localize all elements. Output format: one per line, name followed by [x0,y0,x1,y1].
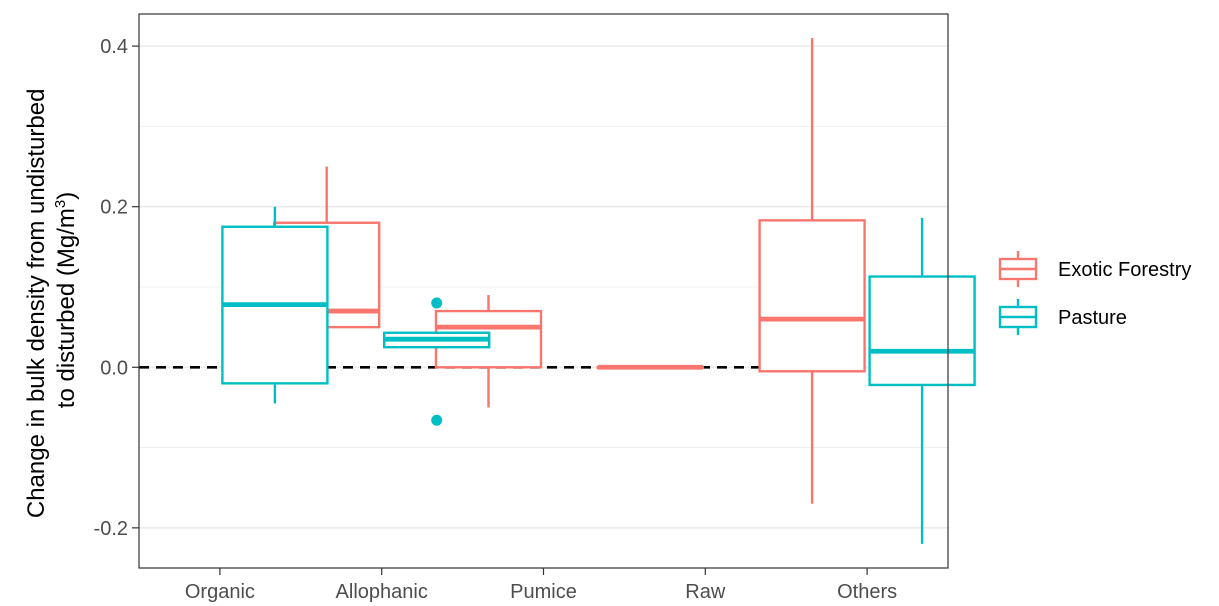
x-tick-label: Pumice [510,581,577,603]
x-tick-label: Others [837,581,897,603]
y-axis-title: Change in bulk density from undisturbed … [23,82,80,518]
x-tick-label: Organic [185,581,255,603]
legend-item-pasture: Pasture [998,299,1127,335]
y-axis-title-superscript: 3 [52,200,69,208]
y-axis-title-line2: to disturbed (Mg/m3) [52,192,80,408]
box-body [758,219,866,373]
y-tick-label: -0.2 [94,518,128,540]
y-tick-label: 0.4 [100,36,128,58]
box-pasture-others [868,217,976,544]
y-axis-title-line1: Change in bulk density from undisturbed [23,89,50,519]
y-tick-label: 0.0 [100,357,128,379]
box-pasture-allophanic [383,297,491,426]
outlier-point [431,414,443,426]
box-exotic-forestry-raw [596,364,704,370]
x-tick-label: Raw [685,581,726,603]
y-axis-title-line2-text: to disturbed (Mg/m [53,208,80,408]
y-tick-label: 0.2 [100,197,128,219]
boxes [221,38,976,544]
y-axis-title-close: ) [53,192,80,200]
x-tick-label: Allophanic [336,581,428,603]
box-body [868,275,976,387]
legend-label: Pasture [1058,307,1127,329]
box-exotic-forestry-others [758,38,866,504]
legend-label: Exotic Forestry [1058,259,1191,281]
outlier-point [431,297,443,309]
legend-item-exotic-forestry: Exotic Forestry [998,251,1191,287]
legend: Exotic Forestry Pasture [998,251,1191,335]
box-pasture-organic [221,206,329,404]
axes: -0.2 0.0 0.2 0.4 Organic Allophanic Pumice Raw O… [94,36,898,603]
